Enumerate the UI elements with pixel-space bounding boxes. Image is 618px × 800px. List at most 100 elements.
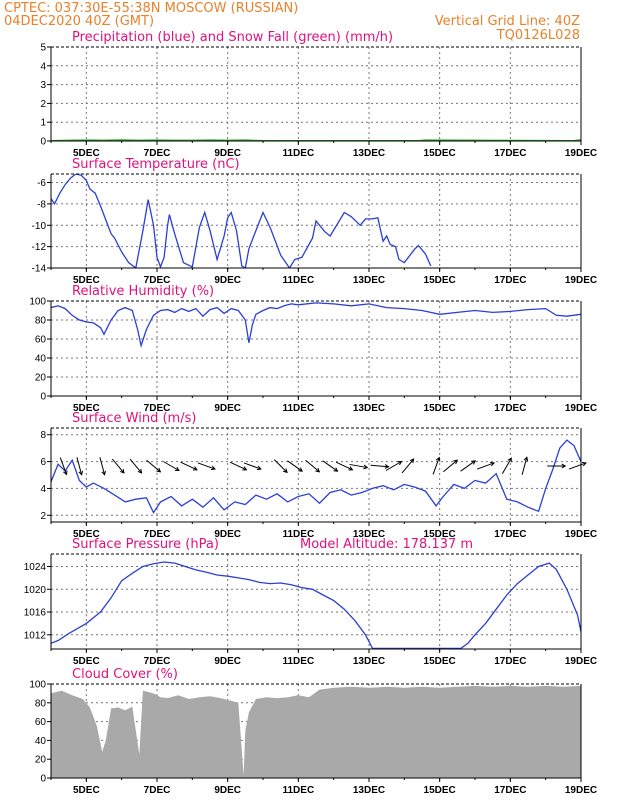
model-altitude-label: Model Altitude: 178.137 m xyxy=(300,537,473,552)
y-tick-label: 20 xyxy=(35,755,47,766)
axis-frame xyxy=(50,47,582,142)
wind-arrow xyxy=(229,461,248,471)
y-tick-label: 3 xyxy=(40,80,46,91)
x-tick-label: 9DEC xyxy=(214,275,241,286)
x-tick-label: 5DEC xyxy=(73,529,100,540)
header: CPTEC: 037:30E-55:38N MOSCOW (RUSSIAN) 0… xyxy=(4,1,580,43)
y-tick-label: 0 xyxy=(40,392,46,403)
wind-arrow xyxy=(197,462,216,471)
x-tick-label: 19DEC xyxy=(565,148,597,159)
axis-frame xyxy=(50,684,582,779)
series-line-1 xyxy=(51,174,432,268)
x-tick-label: 5DEC xyxy=(73,785,100,796)
x-tick-label: 5DEC xyxy=(73,275,100,286)
panel-5: 1024 1020 1016 1012 5DEC 7DEC 9DEC 11DEC 13DEC 15… xyxy=(24,537,597,667)
x-tick-label: 11DEC xyxy=(282,529,314,540)
y-tick-label: 4 xyxy=(40,484,46,495)
axis-frame xyxy=(50,554,582,650)
y-tick-label: 20 xyxy=(35,373,47,384)
y-tick-label: 60 xyxy=(35,717,47,728)
y-tick-label: 80 xyxy=(35,698,47,709)
panel-title-relative-humidity: Relative Humidity (%) xyxy=(72,284,214,299)
y-tick-label: 1016 xyxy=(24,608,47,619)
wind-arrow xyxy=(547,463,567,469)
wind-arrow xyxy=(76,457,84,476)
wind-arrow xyxy=(180,461,198,471)
wind-arrow xyxy=(432,456,441,475)
wind-arrow xyxy=(99,457,106,476)
y-tick-label: -14 xyxy=(32,264,47,275)
y-tick-label: 2 xyxy=(40,99,46,110)
x-tick-label: 17DEC xyxy=(494,275,526,286)
x-tick-label: 9DEC xyxy=(214,148,241,159)
y-tick-label: 2 xyxy=(40,511,46,522)
x-tick-label: 7DEC xyxy=(144,275,171,286)
y-tick-label: 6 xyxy=(40,457,46,468)
x-tick-label: 13DEC xyxy=(353,275,385,286)
x-tick-label: 7DEC xyxy=(144,656,171,667)
wind-arrow xyxy=(322,460,339,472)
y-tick-label: 1024 xyxy=(24,562,47,573)
y-tick-label: 0 xyxy=(40,774,46,785)
y-tick-label: -8 xyxy=(37,199,46,210)
y-tick-label: 80 xyxy=(35,316,47,327)
x-tick-label: 9DEC xyxy=(214,656,241,667)
series-line-1 xyxy=(51,561,581,649)
wind-arrow xyxy=(287,460,304,472)
x-tick-label: 17DEC xyxy=(494,403,526,414)
x-tick-label: 11DEC xyxy=(282,275,314,286)
wind-arrow xyxy=(385,460,403,471)
y-tick-label: 100 xyxy=(29,680,46,691)
x-tick-label: 19DEC xyxy=(565,275,597,286)
x-tick-label: 11DEC xyxy=(282,656,314,667)
x-tick-label: 9DEC xyxy=(214,529,241,540)
panel-title-cloud-cover: Cloud Cover (%) xyxy=(72,667,178,682)
wind-arrow xyxy=(521,456,529,475)
x-tick-label: 11DEC xyxy=(282,148,314,159)
wind-arrow xyxy=(568,461,587,470)
x-tick-label: 7DEC xyxy=(144,529,171,540)
x-tick-label: 15DEC xyxy=(424,275,456,286)
x-tick-label: 15DEC xyxy=(424,148,456,159)
x-tick-label: 13DEC xyxy=(353,785,385,796)
x-tick-label: 13DEC xyxy=(353,148,385,159)
y-tick-label: 60 xyxy=(35,335,47,346)
wind-arrow xyxy=(273,459,288,474)
y-tick-label: 40 xyxy=(35,354,47,365)
x-tick-label: 7DEC xyxy=(144,785,171,796)
y-tick-label: 0 xyxy=(40,137,46,148)
panel-title-surface-wind-m-s: Surface Wind (m/s) xyxy=(72,411,196,426)
panel-2: -6 -8 -10 -12 -14 5DEC 7DEC 9DEC 11DEC 13DEC 15DEC… xyxy=(32,157,598,286)
x-tick-label: 13DEC xyxy=(353,656,385,667)
x-tick-label: 19DEC xyxy=(565,403,597,414)
header-run-date: 04DEC2020 40Z (GMT) xyxy=(4,14,154,29)
y-tick-label: 1 xyxy=(40,118,46,129)
x-tick-label: 19DEC xyxy=(565,785,597,796)
wind-arrow xyxy=(146,459,162,473)
x-tick-label: 19DEC xyxy=(565,529,597,540)
wind-arrow xyxy=(460,460,477,472)
x-tick-label: 5DEC xyxy=(73,656,100,667)
axis-frame xyxy=(50,301,582,397)
y-tick-label: 4 xyxy=(40,61,46,72)
panel-1: 5 4 3 2 1 0 5DEC 7DEC 9DEC 11DEC 13DEC 15DEC 17DEC 19… xyxy=(40,30,597,159)
y-tick-label: 1020 xyxy=(24,585,47,596)
header-grid-note: Vertical Grid Line: 40Z xyxy=(435,14,580,29)
y-tick-label: 5 xyxy=(40,43,46,54)
wind-arrow xyxy=(129,458,143,474)
wind-arrow xyxy=(59,457,68,476)
x-tick-label: 17DEC xyxy=(494,529,526,540)
cloud-cover-area xyxy=(51,685,581,778)
x-tick-label: 13DEC xyxy=(353,403,385,414)
x-tick-label: 15DEC xyxy=(424,403,456,414)
y-tick-label: -6 xyxy=(37,178,46,189)
wind-arrow xyxy=(335,461,354,471)
series-line-1 xyxy=(51,302,581,349)
wind-arrow xyxy=(243,462,262,471)
x-tick-label: 15DEC xyxy=(424,656,456,667)
y-tick-label: 1012 xyxy=(24,630,47,641)
panel-4: 8 6 4 2 5DEC 7DEC 9DEC 11DEC 13DEC 15DEC 17DEC 19DE… xyxy=(40,411,597,540)
x-tick-label: 7DEC xyxy=(144,148,171,159)
x-tick-label: 15DEC xyxy=(424,529,456,540)
